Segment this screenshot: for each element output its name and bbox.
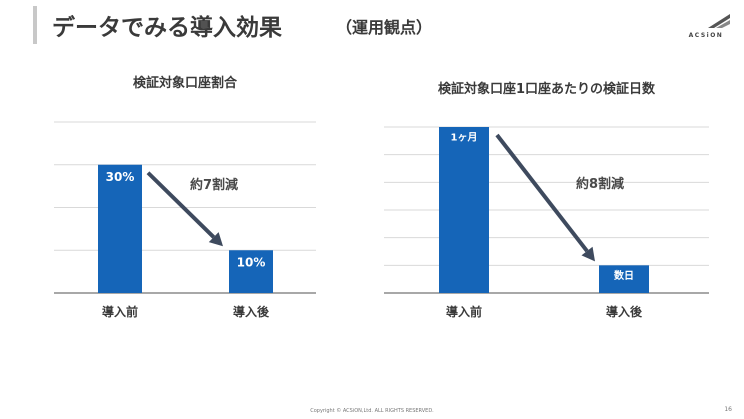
chart1-trend-arrow-shaft: [146, 171, 216, 239]
page-number: 16: [724, 406, 732, 413]
chart2-data-label-2: 数日: [614, 269, 634, 282]
chart1-title: 検証対象口座割合: [132, 76, 237, 91]
chart1-annotation: 約7割減: [190, 177, 238, 193]
chart2-category-label-1: 導入前: [446, 304, 482, 319]
chart1-category-label-2: 導入後: [233, 304, 270, 319]
acsion-logo-icon: [708, 14, 730, 28]
copyright-footer: Copyright © ACSiON,Ltd. ALL RIGHTS RESER…: [310, 408, 434, 414]
page-subtitle: （運用観点）: [336, 18, 433, 37]
chart1-category-label-1: 導入前: [102, 304, 138, 319]
title-accent-bar: [33, 6, 37, 44]
page-title: データでみる導入効果: [52, 15, 282, 41]
chart1-data-label-2: 10%: [237, 256, 266, 270]
chart2-bar-1: [439, 127, 489, 293]
chart1-bar-2: [229, 250, 273, 293]
chart2-trend-arrow-shaft: [495, 133, 589, 253]
chart2-bar-2: [599, 265, 649, 293]
chart2-category-label-2: 導入後: [606, 304, 643, 319]
chart2-annotation: 約8割減: [576, 176, 624, 192]
logo-text: ACSiON: [688, 32, 724, 39]
chart1-bar-1: [98, 164, 142, 293]
chart2-trend-arrow-head: [581, 246, 595, 262]
chart2-title: 検証対象口座1口座あたりの検証日数: [437, 82, 656, 97]
chart1-trend-arrow-head: [208, 232, 223, 247]
chart2-data-label-1: 1ヶ月: [451, 132, 478, 144]
chart1-data-label-1: 30%: [106, 170, 135, 184]
